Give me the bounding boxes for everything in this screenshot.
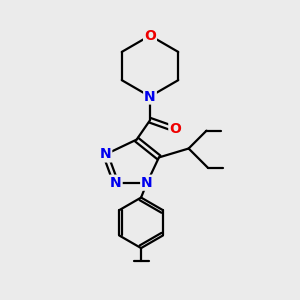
Text: O: O [169,122,181,136]
Text: N: N [144,89,156,103]
Text: O: O [144,28,156,43]
Text: N: N [110,176,122,190]
Text: N: N [141,176,153,190]
Text: N: N [100,148,111,161]
